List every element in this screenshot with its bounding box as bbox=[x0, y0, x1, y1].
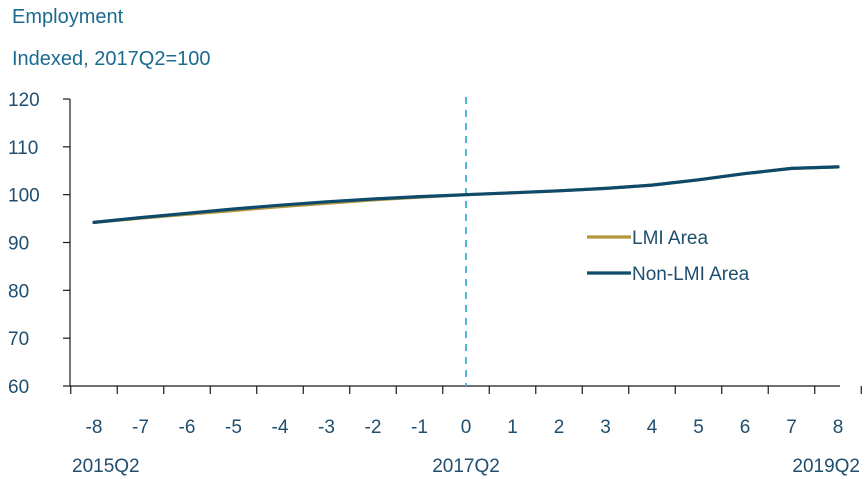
x-tick-label: 8 bbox=[833, 417, 844, 438]
y-tick-label: 70 bbox=[8, 329, 29, 350]
y-tick-label: 60 bbox=[8, 377, 29, 398]
x-tick-label: -3 bbox=[318, 417, 335, 438]
legend: LMI Area Non-LMI Area bbox=[587, 228, 750, 285]
x-tick-label: -1 bbox=[411, 417, 428, 438]
x-tick-label: 5 bbox=[693, 417, 704, 438]
chart-subtitle: Indexed, 2017Q2=100 bbox=[12, 48, 211, 70]
y-tick-label: 110 bbox=[8, 138, 38, 159]
x-tick-label: -5 bbox=[225, 417, 242, 438]
period-label: 2019Q2 bbox=[792, 456, 860, 477]
legend-label: Non-LMI Area bbox=[632, 264, 750, 285]
x-tick-label: 6 bbox=[740, 417, 751, 438]
x-tick-label: 1 bbox=[507, 417, 518, 438]
x-tick-label: 2 bbox=[554, 417, 565, 438]
legend-label: LMI Area bbox=[632, 228, 708, 249]
y-tick-label: 80 bbox=[8, 281, 29, 302]
x-tick-label: 0 bbox=[461, 417, 472, 438]
x-tick-label: 4 bbox=[647, 417, 658, 438]
x-tick-label: -8 bbox=[86, 417, 103, 438]
x-tick-label: 3 bbox=[600, 417, 611, 438]
x-tick-label: 7 bbox=[786, 417, 797, 438]
series-lines bbox=[92, 165, 840, 224]
chart-title: Employment bbox=[12, 6, 124, 28]
series-line-non-lmi-area bbox=[92, 165, 840, 224]
x-tick-label: -7 bbox=[132, 417, 149, 438]
y-tick-label: 120 bbox=[8, 90, 40, 111]
period-label: 2017Q2 bbox=[432, 456, 500, 477]
y-tick-label: 100 bbox=[8, 186, 40, 207]
x-tick-label: -6 bbox=[179, 417, 196, 438]
axes: 60 70 80 90 100 110 120 -8 -7 -6 -5 -4 -3 -2 -1 0 1 2 3 4 5 6… bbox=[8, 90, 862, 477]
x-tick-label: -2 bbox=[365, 417, 382, 438]
x-tick-label: -4 bbox=[272, 417, 289, 438]
y-tick-label: 90 bbox=[8, 234, 29, 255]
period-label: 2015Q2 bbox=[72, 456, 140, 477]
